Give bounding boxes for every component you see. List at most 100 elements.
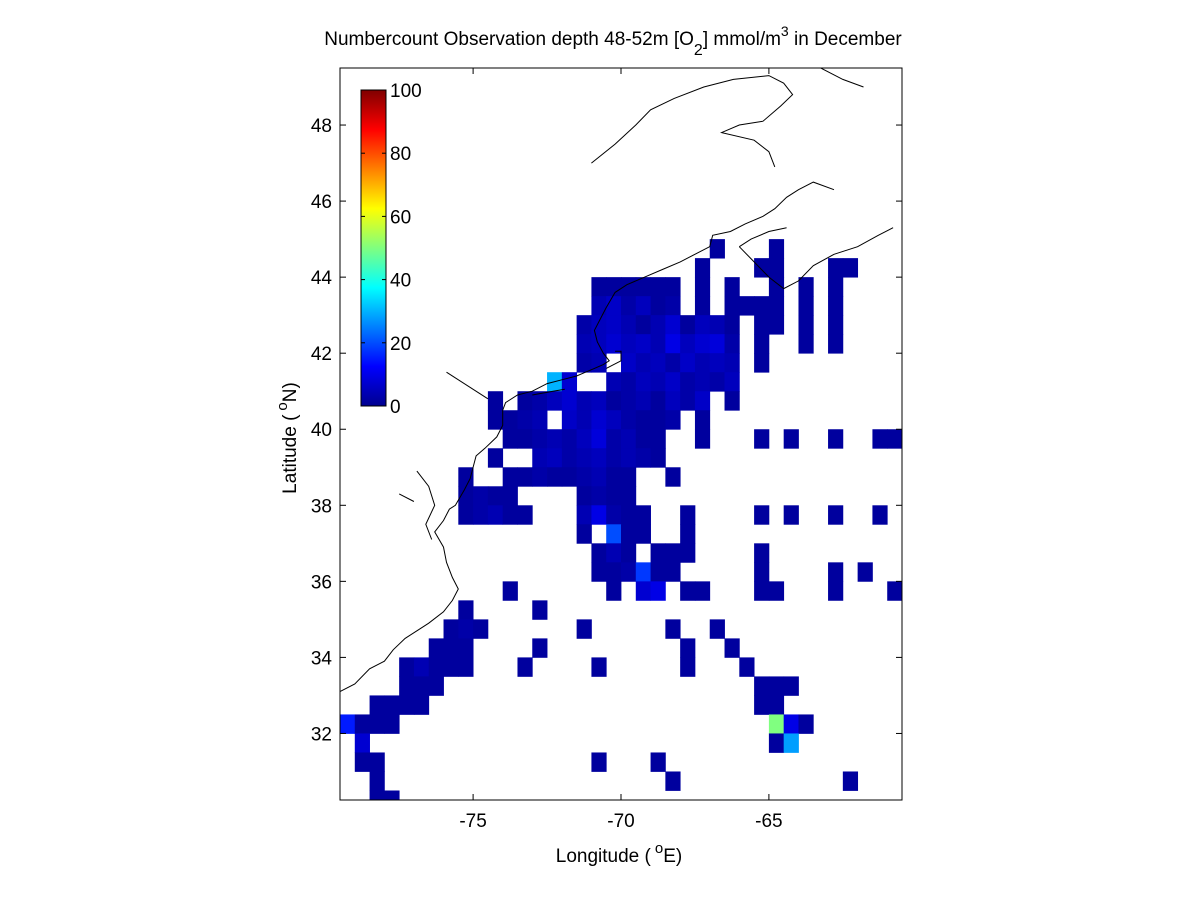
- heatmap-cell: [828, 277, 844, 297]
- heatmap-cell: [754, 581, 770, 601]
- heatmap-cell: [458, 486, 474, 506]
- heatmap-cell: [591, 429, 607, 449]
- heatmap-cell: [768, 581, 785, 601]
- colorbar-tick-label: 60: [390, 207, 411, 228]
- heatmap-cell: [650, 543, 666, 563]
- heatmap-cell: [428, 657, 444, 677]
- heatmap-cell: [754, 676, 770, 696]
- heatmap-cell: [606, 315, 622, 335]
- heatmap-cell: [724, 372, 740, 392]
- heatmap-cell: [591, 353, 607, 373]
- heatmap-cell: [635, 277, 651, 297]
- heatmap-cell: [621, 524, 637, 544]
- y-tick-label: 42: [311, 344, 332, 365]
- heatmap-cell: [458, 600, 474, 620]
- heatmap-cell: [458, 638, 474, 658]
- heatmap-cell: [739, 296, 755, 316]
- y-tick-label: 32: [311, 724, 332, 745]
- heatmap-cell: [591, 752, 607, 772]
- heatmap-cell: [487, 448, 504, 468]
- heatmap-cell: [384, 790, 400, 800]
- heatmap-cell: [754, 334, 770, 354]
- heatmap-cell: [694, 391, 711, 411]
- heatmap-cell: [709, 353, 725, 373]
- heatmap-cell: [739, 657, 755, 677]
- heatmap-cell: [369, 695, 385, 715]
- heatmap-cell: [724, 296, 740, 316]
- coastline-segment: [446, 371, 489, 400]
- heatmap-cell: [621, 391, 637, 411]
- heatmap-cell: [828, 562, 844, 582]
- heatmap-cell: [709, 619, 725, 639]
- heatmap-cell: [650, 391, 666, 411]
- colorbar-tick-label: 0: [390, 397, 401, 418]
- heatmap-cell: [680, 372, 696, 392]
- heatmap-cell: [650, 277, 666, 297]
- heatmap-cell: [783, 733, 799, 753]
- coastline-segment: [738, 227, 894, 290]
- y-tick-label: 46: [311, 192, 332, 213]
- x-axis-ticks: -75 -70 -65: [459, 68, 783, 832]
- heatmap-cell: [576, 391, 592, 411]
- heatmap-cell: [532, 391, 548, 411]
- y-tick-label: 40: [311, 420, 332, 441]
- heatmap-cell: [399, 657, 415, 677]
- heatmap-cell: [502, 505, 518, 525]
- heatmap-cell: [828, 296, 844, 316]
- heatmap-cell: [665, 315, 681, 335]
- heatmap-cell: [591, 277, 607, 297]
- heatmap-cell: [724, 353, 740, 373]
- heatmap-cell: [576, 429, 592, 449]
- heatmap-cell: [532, 467, 548, 487]
- heatmap-cell: [591, 467, 607, 487]
- title-subscript: 2: [694, 42, 703, 59]
- heatmap-cell: [694, 258, 711, 278]
- heatmap-cell: [413, 676, 430, 696]
- heatmap-cell: [502, 410, 518, 430]
- heatmap-cell: [665, 391, 681, 411]
- heatmap-cell: [621, 429, 637, 449]
- heatmap-cell: [650, 372, 666, 392]
- heatmap-cell: [606, 296, 622, 316]
- heatmap-cell: [606, 524, 622, 544]
- heatmap-cell: [709, 372, 725, 392]
- heatmap-cell: [768, 239, 785, 259]
- heatmap-cell: [591, 315, 607, 335]
- heatmap-cell: [754, 505, 770, 525]
- heatmap-cell: [665, 353, 681, 373]
- coastline-segment: [398, 493, 415, 502]
- heatmap-cell: [576, 486, 592, 506]
- heatmap-cell: [606, 467, 622, 487]
- heatmap-cell: [369, 771, 385, 791]
- heatmap-cell: [768, 733, 785, 753]
- heatmap-cell: [547, 429, 563, 449]
- heatmap-cell: [621, 486, 637, 506]
- colorbar-tick-label: 80: [390, 144, 411, 165]
- heatmap-cell: [487, 486, 504, 506]
- x-axis-label: Longitude (oE): [556, 840, 682, 867]
- heatmap-cell: [384, 695, 400, 715]
- heatmap-cell: [621, 448, 637, 468]
- heatmap-cell: [635, 448, 651, 468]
- heatmap-cell: [443, 619, 459, 639]
- heatmap-cell: [591, 334, 607, 354]
- heatmap-cell: [576, 448, 592, 468]
- heatmap-cell: [354, 714, 370, 734]
- heatmap-cell: [591, 486, 607, 506]
- heatmap-cell: [650, 334, 666, 354]
- heatmap-cell: [606, 429, 622, 449]
- coastline: [340, 68, 894, 693]
- heatmap-cell: [606, 448, 622, 468]
- heatmap-cell: [650, 562, 666, 582]
- heatmap-cell: [783, 714, 799, 734]
- heatmap-cell: [561, 391, 578, 411]
- heatmap-cell: [665, 543, 681, 563]
- heatmap-cell: [532, 448, 548, 468]
- heatmap-cell: [606, 562, 622, 582]
- heatmap-cell: [443, 638, 459, 658]
- colorbar-tick-label: 20: [390, 334, 411, 355]
- heatmap-cell: [694, 334, 711, 354]
- coastline-segment: [416, 470, 436, 540]
- heatmap-cell: [665, 334, 681, 354]
- heatmap-cell: [635, 391, 651, 411]
